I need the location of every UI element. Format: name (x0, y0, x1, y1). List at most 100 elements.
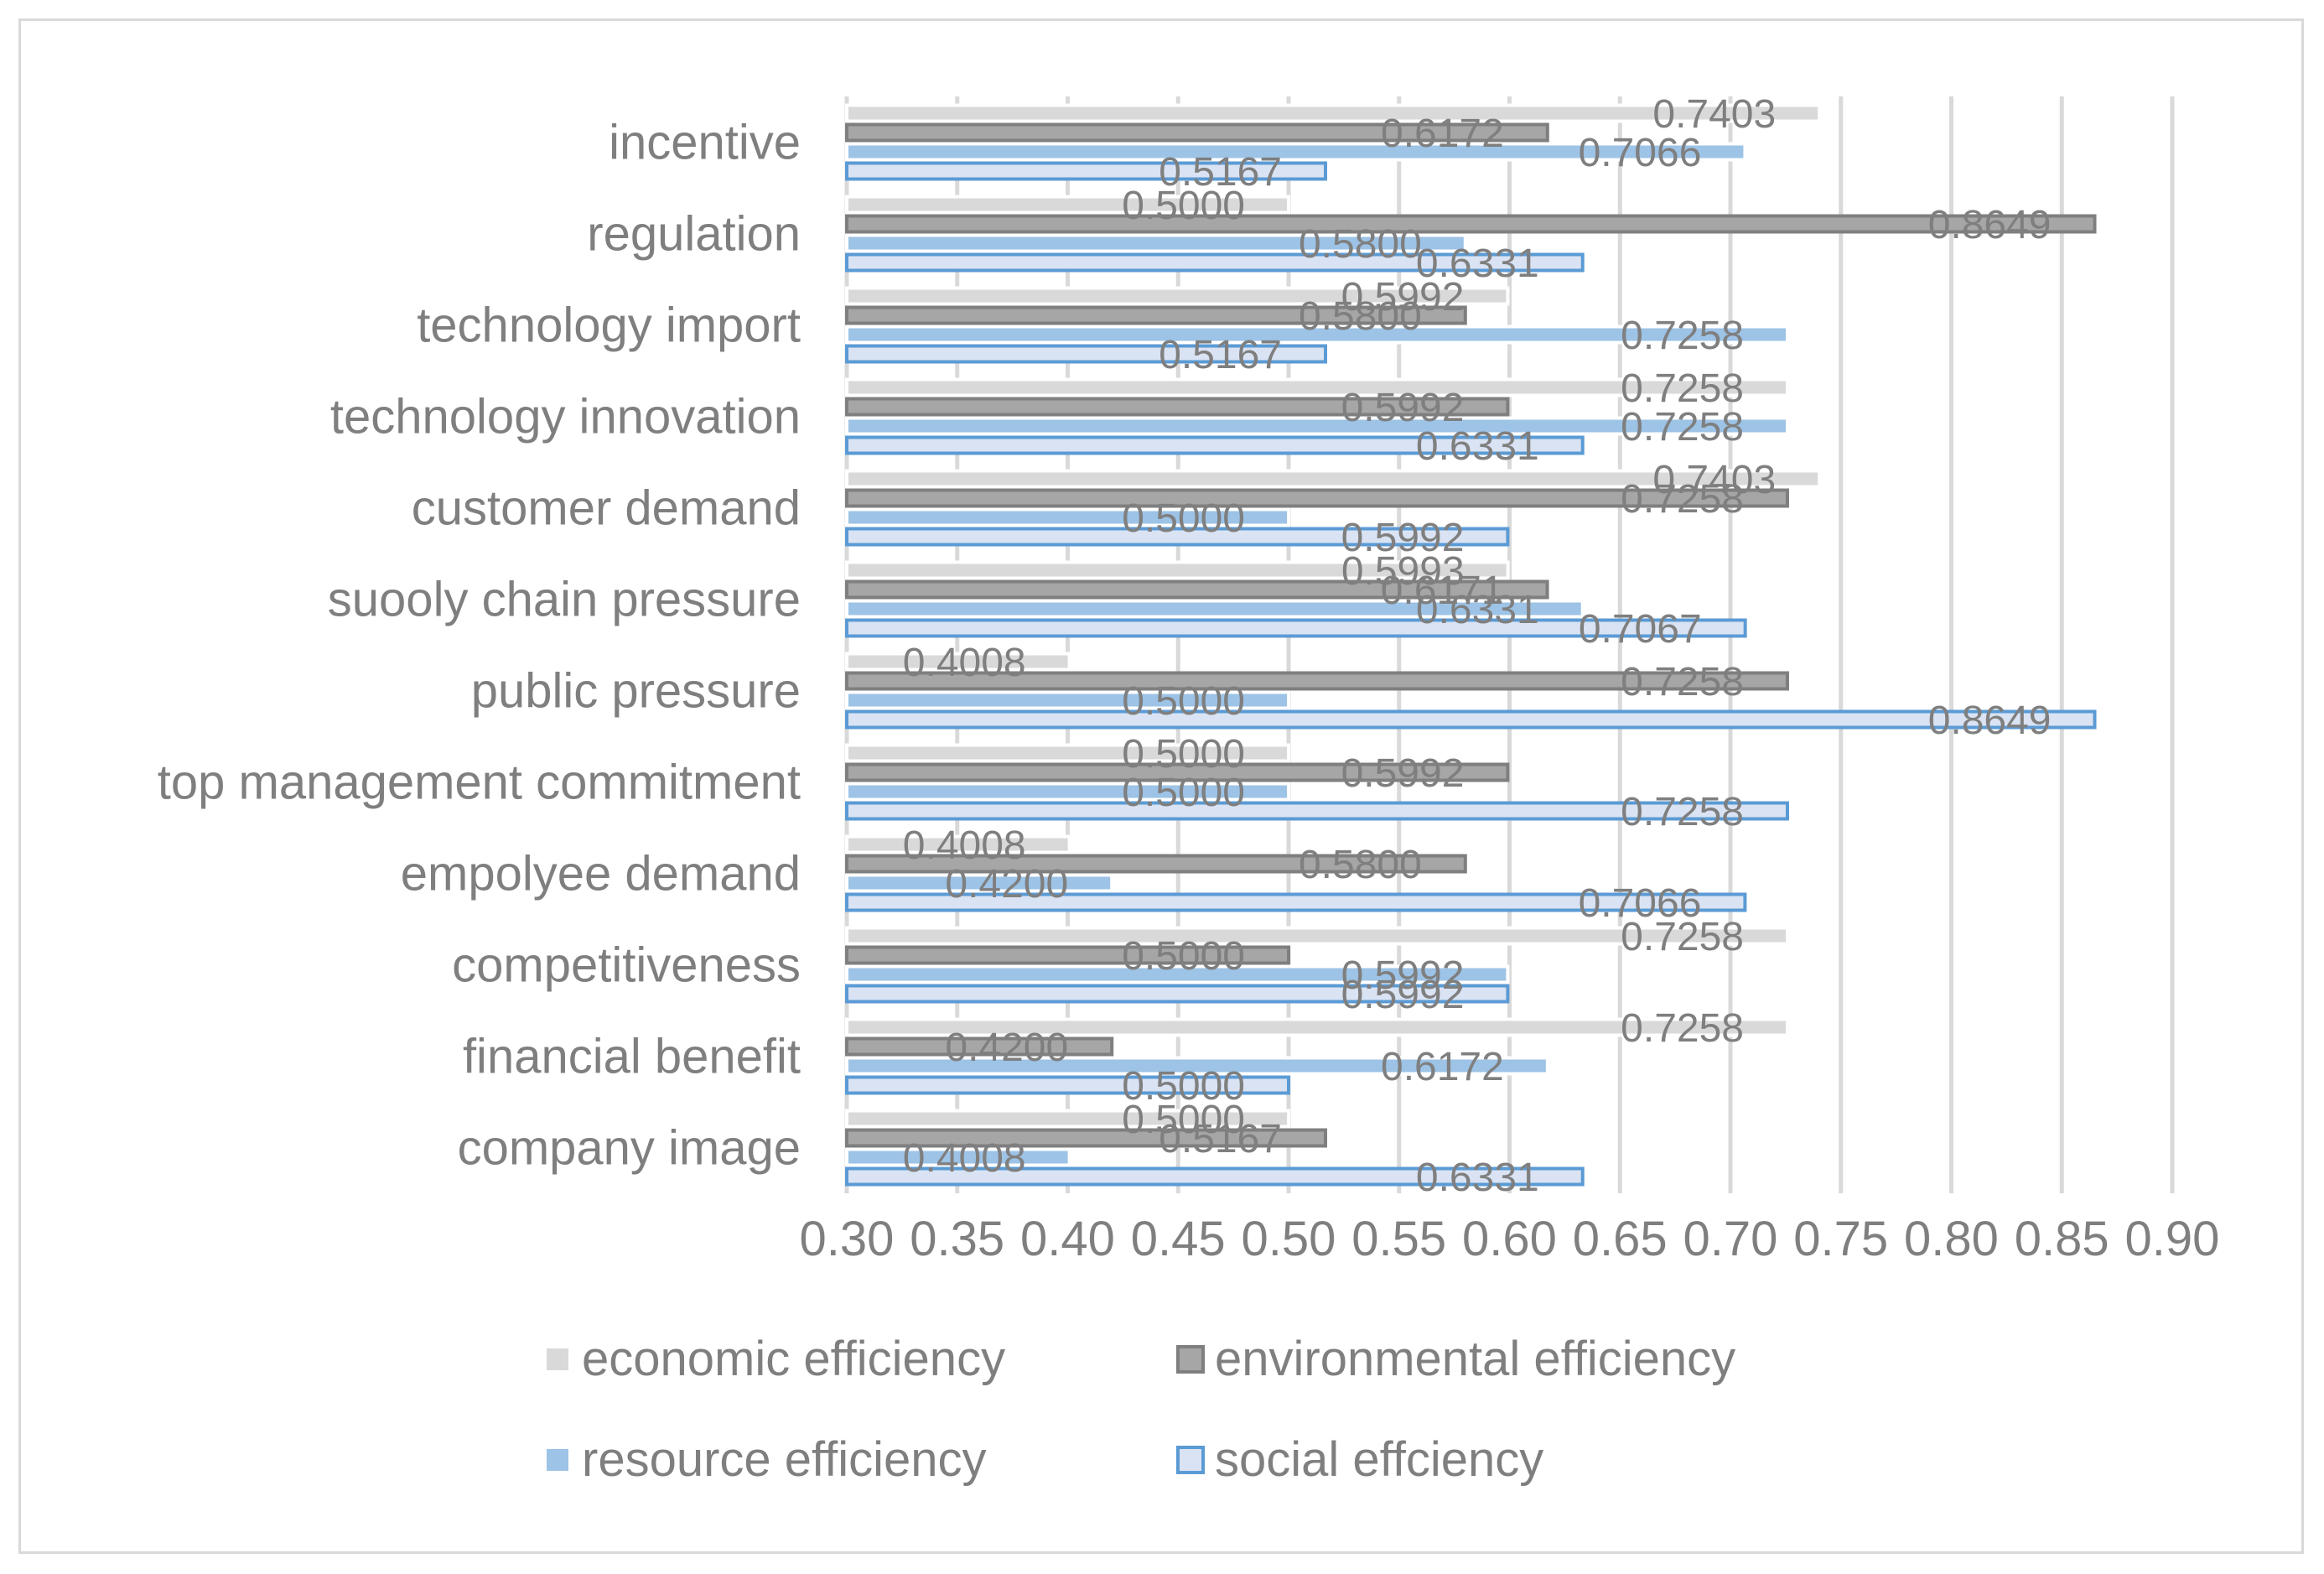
data-label: 0.6331 (1416, 242, 1539, 286)
x-tick-label: 0.70 (1683, 1212, 1778, 1266)
data-label: 0.5000 (1122, 732, 1245, 777)
data-label: 0.7403 (1652, 92, 1776, 137)
data-label: 0.4008 (903, 823, 1026, 868)
data-label: 0.7258 (1621, 314, 1744, 358)
category-label-regulation: regulation (587, 207, 801, 262)
data-label: 0.5800 (1299, 843, 1422, 887)
bar-customer-demand-social-effciency (845, 527, 1510, 547)
data-label: 0.5992 (1341, 275, 1465, 319)
data-label: 0.7258 (1621, 366, 1744, 411)
bar-technology-import-environmental-efficiency (845, 305, 1467, 325)
data-label: 0.5000 (1122, 1064, 1245, 1109)
bar-customer-demand-environmental-efficiency (845, 488, 1789, 508)
data-label: 0.7258 (1621, 477, 1744, 522)
bar-suooly-chain-pressure-environmental-efficiency (845, 579, 1549, 600)
data-label: 0.5992 (1341, 751, 1465, 796)
x-tick-label: 0.55 (1351, 1212, 1446, 1266)
data-label: 0.6172 (1381, 112, 1504, 156)
legend-item-environmental-efficiency: environmental efficiency (1176, 1332, 1735, 1386)
bar-company-image-economic-efficiency (845, 1109, 1290, 1129)
data-label: 0.4008 (903, 641, 1026, 685)
data-label: 0.5800 (1299, 294, 1422, 339)
category-label-incentive: incentive (609, 116, 801, 170)
bar-suooly-chain-pressure-social-effciency (845, 618, 1747, 638)
legend-swatch (1176, 1345, 1205, 1374)
bar-top-management-commitment-social-effciency (845, 801, 1789, 821)
category-label-financial-benefit: financial benefit (463, 1030, 801, 1084)
category-label-customer-demand: customer demand (412, 481, 801, 536)
bar-company-image-environmental-efficiency (845, 1128, 1328, 1148)
bar-financial-benefit-economic-efficiency (845, 1017, 1789, 1037)
data-label: 0.5000 (1122, 1098, 1245, 1142)
legend-item-economic-efficiency: economic efficiency (543, 1332, 1005, 1386)
data-label: 0.5000 (1122, 679, 1245, 724)
x-tick-label: 0.60 (1462, 1212, 1557, 1266)
bar-suooly-chain-pressure-economic-efficiency (845, 560, 1510, 580)
bar-empolyee-demand-economic-efficiency (845, 834, 1071, 855)
data-label: 0.5992 (1341, 516, 1465, 560)
x-axis-tick-labels: 0.30 0.35 0.40 0.45 0.50 0.55 0.60 0.65 0.70 0.75… (800, 1212, 2220, 1266)
data-label: 0.5992 (1341, 953, 1465, 998)
bar-public-pressure-resource-efficiency (845, 690, 1290, 710)
data-label: 0.5000 (1122, 934, 1245, 979)
data-label: 0.5000 (1122, 184, 1245, 228)
bar-technology-innovation-social-effciency (845, 435, 1585, 455)
bar-incentive-resource-efficiency (845, 142, 1747, 162)
bar-customer-demand-economic-efficiency (845, 469, 1822, 489)
data-label: 0.5992 (1341, 386, 1465, 430)
bar-technology-innovation-environmental-efficiency (845, 397, 1510, 417)
x-tick-label: 0.90 (2125, 1212, 2220, 1266)
legend-label: economic efficiency (582, 1332, 1005, 1386)
bar-regulation-social-effciency (845, 252, 1585, 273)
x-tick-label: 0.65 (1573, 1212, 1668, 1266)
x-tick-label: 0.40 (1020, 1212, 1115, 1266)
bar-public-pressure-environmental-efficiency (845, 671, 1789, 691)
category-labels: incentive regulation technology import tech… (158, 116, 801, 1176)
category-label-public-pressure: public pressure (471, 664, 801, 719)
data-label: 0.8649 (1928, 203, 2052, 247)
bar-incentive-environmental-efficiency (845, 122, 1549, 143)
legend-swatch (1176, 1446, 1205, 1474)
legend-item-social-effciency: social effciency (1176, 1432, 1543, 1487)
data-label: 0.6331 (1416, 1156, 1539, 1200)
data-label: 0.4200 (945, 862, 1068, 906)
bar-competitiveness-resource-efficiency (845, 964, 1510, 984)
data-label: 0.6172 (1381, 1045, 1504, 1089)
bar-top-management-commitment-resource-efficiency (845, 782, 1290, 802)
data-label: 0.5993 (1341, 549, 1465, 594)
category-label-top-management-commitment: top management commitment (158, 756, 801, 810)
data-label: 0.7067 (1579, 607, 1702, 652)
data-label: 0.5167 (1159, 333, 1282, 377)
bar-incentive-economic-efficiency (845, 103, 1822, 123)
x-tick-label: 0.50 (1242, 1212, 1336, 1266)
data-label: 0.7066 (1579, 881, 1702, 926)
bar-financial-benefit-environmental-efficiency (845, 1036, 1114, 1057)
bar-public-pressure-social-effciency (845, 709, 2097, 730)
category-label-technology-import: technology import (417, 299, 801, 353)
category-label-technology-innovation: technology innovation (330, 390, 801, 444)
x-tick-label: 0.75 (1793, 1212, 1888, 1266)
x-tick-label: 0.35 (910, 1212, 1004, 1266)
bar-suooly-chain-pressure-resource-efficiency (845, 599, 1585, 619)
category-label-empolyee-demand: empolyee demand (401, 847, 801, 901)
data-label: 0.8649 (1928, 699, 2052, 743)
legend-label: social effciency (1215, 1432, 1543, 1487)
data-label: 0.7258 (1621, 915, 1744, 959)
bar-competitiveness-economic-efficiency (845, 926, 1789, 946)
legend-swatch (543, 1446, 572, 1474)
category-label-suooly-chain-pressure: suooly chain pressure (328, 573, 801, 627)
legend: economic efficiency environmental efficie… (543, 1332, 1735, 1487)
x-tick-label: 0.30 (800, 1212, 895, 1266)
bar-empolyee-demand-environmental-efficiency (845, 854, 1467, 874)
bar-competitiveness-social-effciency (845, 984, 1510, 1004)
data-label: 0.7258 (1621, 660, 1744, 704)
bar-top-management-commitment-economic-efficiency (845, 743, 1290, 763)
bar-technology-import-resource-efficiency (845, 325, 1789, 345)
data-label: 0.7258 (1621, 790, 1744, 834)
legend-item-resource-efficiency: resource efficiency (543, 1432, 987, 1487)
bar-regulation-economic-efficiency (845, 195, 1290, 215)
bars (845, 103, 2097, 1187)
bar-technology-import-social-effciency (845, 344, 1328, 364)
chart-frame (18, 18, 2304, 1554)
